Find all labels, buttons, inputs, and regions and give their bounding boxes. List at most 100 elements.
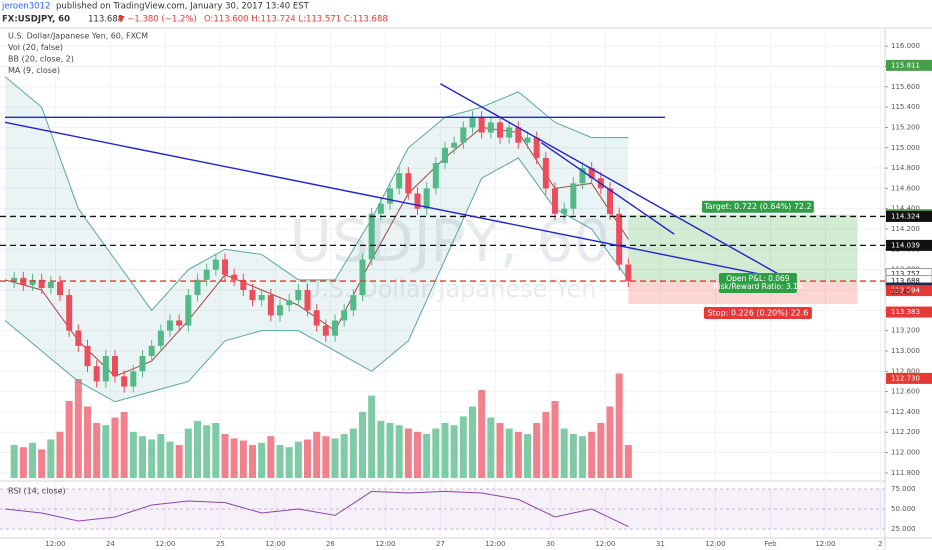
candle-body bbox=[506, 127, 513, 138]
price-label-box bbox=[886, 372, 932, 384]
price-label-box bbox=[886, 306, 932, 318]
volume-bar bbox=[469, 406, 476, 478]
candle-body bbox=[102, 356, 109, 382]
x-tick-label: Feb bbox=[764, 540, 777, 548]
candle-body bbox=[277, 305, 283, 316]
volume-bar bbox=[304, 439, 311, 478]
volume-bar bbox=[203, 425, 211, 478]
price-label: 115.811 bbox=[891, 61, 920, 69]
candle-body bbox=[222, 259, 228, 275]
x-tick-label: 12:00 bbox=[485, 540, 505, 548]
symbol: FX:USDJPY, 60 bbox=[2, 15, 70, 25]
x-tick-label: 12:00 bbox=[705, 540, 725, 548]
candle-body bbox=[616, 213, 623, 265]
band-upper bbox=[4, 76, 629, 312]
candle-body bbox=[304, 289, 311, 311]
volume-bar bbox=[294, 441, 302, 478]
candle-body bbox=[377, 203, 384, 214]
volume-bar bbox=[514, 431, 522, 478]
y-tick-label: 114.600 bbox=[891, 184, 920, 192]
y-tick-label: 113.000 bbox=[891, 347, 920, 355]
pnl-box bbox=[718, 273, 797, 294]
x-tick-label: 31 bbox=[656, 540, 665, 548]
candle-body bbox=[414, 193, 421, 209]
price-label-box bbox=[886, 210, 932, 222]
volume-bar bbox=[148, 439, 156, 478]
author[interactable]: jeroen3012 bbox=[1, 2, 50, 12]
volume-bar bbox=[239, 440, 247, 478]
volume-bar bbox=[340, 434, 348, 478]
target-label-box bbox=[701, 200, 814, 213]
volume-bar bbox=[111, 417, 119, 478]
price-label: 113.594 bbox=[891, 287, 920, 295]
x-tick-label: 24 bbox=[106, 540, 115, 548]
volume-bar bbox=[533, 423, 541, 478]
y-tick-label: 115.600 bbox=[891, 83, 920, 91]
candle-body bbox=[487, 122, 494, 133]
rsi-band bbox=[0, 489, 885, 529]
volume-bar bbox=[38, 449, 46, 478]
price-label: 114.324 bbox=[891, 212, 920, 220]
volume-bar bbox=[450, 425, 458, 478]
candle-body bbox=[121, 376, 128, 387]
candle-body bbox=[38, 279, 45, 288]
candle-body bbox=[130, 371, 137, 387]
volume-bar bbox=[432, 428, 440, 478]
stop-label: Stop: 0.226 (0.20%) 22.6 bbox=[707, 309, 808, 318]
volume-bar bbox=[606, 406, 614, 478]
volume-bar bbox=[285, 447, 293, 478]
candle-body bbox=[295, 289, 302, 301]
candle-body bbox=[157, 330, 164, 346]
y-tick-label: 114.200 bbox=[891, 225, 920, 233]
volume-bar bbox=[184, 428, 192, 478]
candle-body bbox=[579, 168, 586, 184]
x-tick-label: 27 bbox=[436, 540, 445, 548]
y-tick-label: 115.400 bbox=[891, 103, 920, 111]
y-tick-label: 116.000 bbox=[891, 42, 920, 50]
candle-body bbox=[249, 289, 256, 301]
price-label-box bbox=[886, 239, 932, 251]
rsi-line bbox=[4, 490, 629, 528]
volume-bar bbox=[84, 406, 91, 478]
volume-bar bbox=[166, 441, 174, 478]
pnl-label: Open P&L: 0.069 bbox=[726, 274, 790, 283]
candle-body bbox=[11, 277, 18, 282]
x-tick-label: 12:00 bbox=[155, 540, 175, 548]
stop-label-box bbox=[703, 307, 812, 320]
candle-body bbox=[451, 142, 458, 148]
price-label: 113.757 bbox=[891, 270, 920, 278]
candle-body bbox=[176, 320, 183, 326]
volume-bar bbox=[624, 445, 632, 478]
candle-body bbox=[368, 213, 375, 260]
volume-bar bbox=[377, 420, 385, 478]
volume-bar bbox=[441, 423, 449, 478]
change: ▼ −1.380 (−1.2%) bbox=[118, 15, 197, 25]
watermark: USDJPY, 60 bbox=[290, 207, 611, 275]
candle-body bbox=[332, 320, 338, 336]
x-tick-label: 12:00 bbox=[45, 540, 65, 548]
candle-body bbox=[57, 281, 63, 296]
volume-bar bbox=[359, 412, 366, 478]
x-tick-label: 12:00 bbox=[265, 540, 285, 548]
volume-bar bbox=[93, 423, 101, 478]
volume-bar bbox=[414, 431, 421, 478]
x-tick-label: 25 bbox=[216, 540, 225, 548]
volume-bar bbox=[56, 431, 64, 478]
ratio-label: Risk/Reward Ratio: 3.19 bbox=[713, 282, 802, 291]
candle-body bbox=[240, 279, 247, 290]
volume-bar bbox=[505, 428, 513, 478]
candle-body bbox=[625, 264, 632, 282]
volume-bar bbox=[560, 428, 568, 478]
rsi-tick-label: 25.000 bbox=[891, 525, 916, 533]
volume-bar bbox=[65, 401, 73, 478]
volume-bar bbox=[459, 416, 467, 478]
volume-bar bbox=[194, 420, 201, 478]
candle-body bbox=[258, 295, 265, 301]
price-label: 113.383 bbox=[891, 308, 920, 316]
candle-body bbox=[396, 173, 403, 189]
volume-bar bbox=[349, 428, 357, 478]
candle-body bbox=[387, 188, 393, 204]
volume-bar bbox=[368, 395, 376, 478]
trend-line bbox=[4, 121, 789, 281]
candle-body bbox=[139, 356, 146, 372]
